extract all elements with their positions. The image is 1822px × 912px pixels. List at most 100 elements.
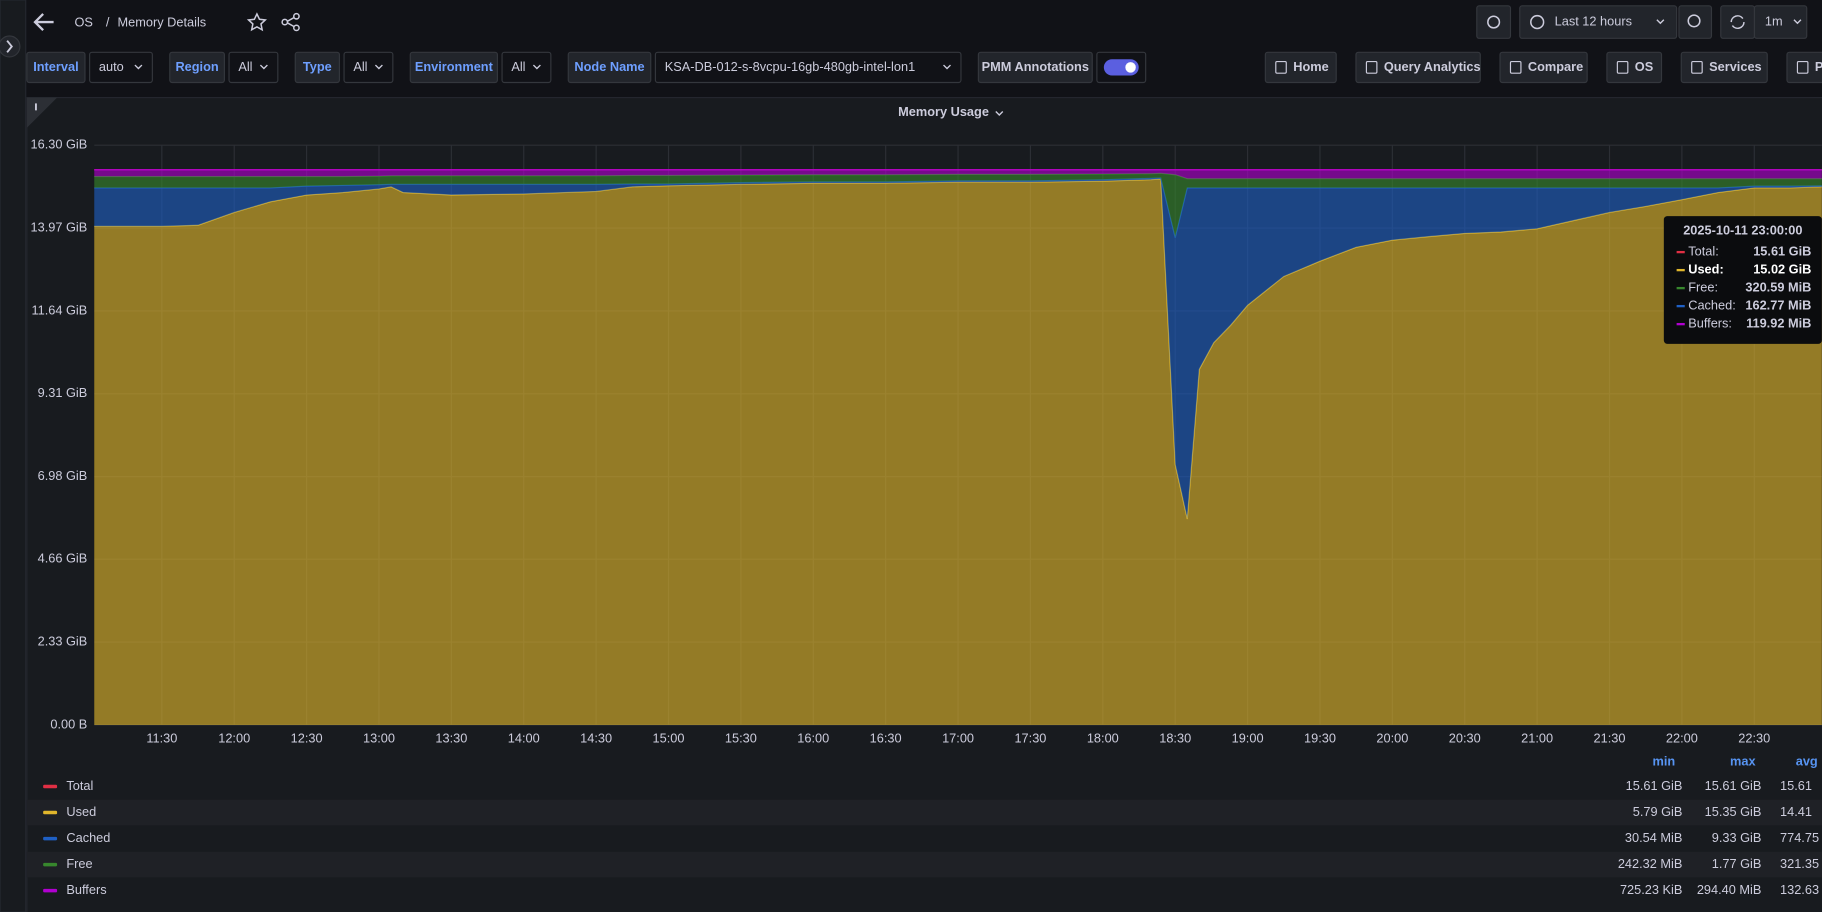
legend-column-header[interactable]: min [1652, 754, 1675, 769]
tooltip-label: Used: [1688, 261, 1723, 276]
legend-stat: 14.41 [1780, 804, 1812, 819]
tooltip-value: 162.77 MiB [1745, 298, 1811, 313]
link-icon [1691, 60, 1703, 74]
legend-column-header[interactable]: avg [1796, 754, 1818, 769]
back-button[interactable] [33, 13, 54, 32]
legend-name[interactable]: Free [66, 856, 92, 871]
area [94, 173, 1822, 238]
clock-icon [1530, 14, 1545, 30]
legend-row-bg [26, 851, 1822, 878]
chevron [943, 64, 951, 70]
legend-stat: 15.61 GiB [1626, 778, 1683, 793]
panel-info-icon [35, 103, 37, 111]
variable-select[interactable] [501, 51, 552, 84]
x-tick-label: 11:30 [146, 730, 177, 745]
share-icon-dot [292, 24, 300, 32]
legend-row-bg [26, 799, 1822, 826]
y-tick-label: 11.64 GiB [31, 302, 87, 317]
area-line [94, 172, 1822, 180]
legend-column-header[interactable]: max [1730, 754, 1756, 769]
x-tick-label: 17:00 [942, 730, 974, 745]
dashboard-link[interactable] [1499, 51, 1588, 84]
breadcrumb-parent[interactable]: OS [75, 15, 93, 30]
sidebar [0, 0, 27, 912]
legend-stat: 725.23 KiB [1620, 882, 1682, 897]
legend-name[interactable]: Buffers [66, 882, 106, 897]
dashboard-link[interactable] [1264, 51, 1337, 84]
link-label[interactable]: Services [1709, 59, 1762, 74]
variable-select[interactable] [343, 51, 394, 84]
y-tick-label: 4.66 GiB [38, 551, 88, 566]
legend-stat: 15.61 [1780, 778, 1812, 793]
dashboard-link[interactable] [1355, 51, 1481, 84]
link-label[interactable]: Home [1293, 59, 1328, 74]
panel-title[interactable]: Memory Usage [898, 104, 989, 119]
y-tick-label: 6.98 GiB [38, 468, 88, 483]
refresh-interval-picker[interactable] [1753, 5, 1808, 39]
variable-value[interactable]: KSA-DB-012-s-8vcpu-16gb-480gb-intel-lon1 [665, 59, 915, 74]
dashboard-link[interactable] [1786, 51, 1822, 84]
variable-label: Type [303, 59, 332, 74]
x-tick-label: 17:30 [1014, 730, 1046, 745]
dashboard-title: Memory Details [118, 15, 207, 30]
star-button[interactable] [246, 12, 268, 32]
link-label[interactable]: Query Analytics [1384, 59, 1481, 74]
link-label[interactable]: P [1815, 59, 1822, 74]
sidebar-toggle[interactable] [0, 35, 21, 58]
link-icon [1796, 60, 1809, 74]
share-icon-dot [281, 18, 289, 26]
variable-select[interactable] [654, 51, 962, 84]
tooltip-label: Cached: [1688, 298, 1736, 313]
x-tick-label: 16:30 [870, 730, 902, 745]
x-tick-label: 19:30 [1304, 730, 1336, 745]
tooltip-label: Free: [1688, 279, 1718, 294]
variable-select[interactable] [89, 51, 153, 84]
variable-value[interactable]: All [511, 59, 525, 74]
dashboard-link[interactable] [1680, 51, 1768, 84]
annotations-label-box[interactable] [977, 51, 1093, 84]
zoom-out-button[interactable] [1678, 5, 1713, 39]
variable-label: Environment [415, 59, 494, 74]
x-tick-label: 22:30 [1738, 730, 1770, 745]
link-label[interactable]: OS [1635, 59, 1654, 74]
chevron [1656, 19, 1665, 25]
variable-value[interactable]: All [353, 59, 367, 74]
legend-name[interactable]: Used [66, 804, 96, 819]
legend-name[interactable]: Cached [66, 830, 110, 845]
tooltip-swatch [1676, 304, 1685, 308]
link-label[interactable]: Compare [1528, 59, 1583, 74]
legend-name[interactable]: Total [66, 778, 93, 793]
variable-label-box [409, 51, 498, 84]
legend-stat: 774.75 [1780, 830, 1819, 845]
annotations-label: PMM Annotations [982, 59, 1089, 74]
legend-stat: 242.32 MiB [1618, 856, 1683, 871]
y-tick-label: 16.30 GiB [31, 137, 88, 152]
y-tick-label: 13.97 GiB [31, 219, 88, 234]
settings-icon [1487, 15, 1501, 29]
x-tick-label: 19:00 [1232, 730, 1264, 745]
time-range-picker[interactable] [1519, 5, 1678, 39]
x-tick-label: 15:30 [725, 730, 757, 745]
x-tick-label: 14:00 [508, 730, 540, 745]
variable-label: Region [175, 59, 218, 74]
variable-value[interactable]: auto [99, 59, 124, 74]
tooltip-swatch [1676, 286, 1685, 290]
variable-label-box [169, 51, 225, 84]
x-tick-label: 18:00 [1087, 730, 1119, 745]
variable-select[interactable] [228, 51, 279, 84]
dashboard-link[interactable] [1606, 51, 1663, 84]
legend-stat: 294.40 MiB [1697, 882, 1762, 897]
tooltip-swatch [1676, 268, 1685, 272]
x-tick-label: 16:00 [797, 730, 829, 745]
settings-button[interactable] [1476, 5, 1512, 39]
variable-value[interactable]: All [238, 59, 252, 74]
chevron [995, 111, 1004, 117]
legend-swatch [43, 862, 58, 867]
y-tick-label: 0.00 B [50, 716, 87, 731]
x-tick-label: 12:00 [218, 730, 250, 745]
refresh-button[interactable] [1720, 5, 1756, 39]
legend-stat: 132.63 [1780, 882, 1819, 897]
link-icon [1365, 60, 1378, 74]
variable-label: Node Name [574, 59, 644, 74]
